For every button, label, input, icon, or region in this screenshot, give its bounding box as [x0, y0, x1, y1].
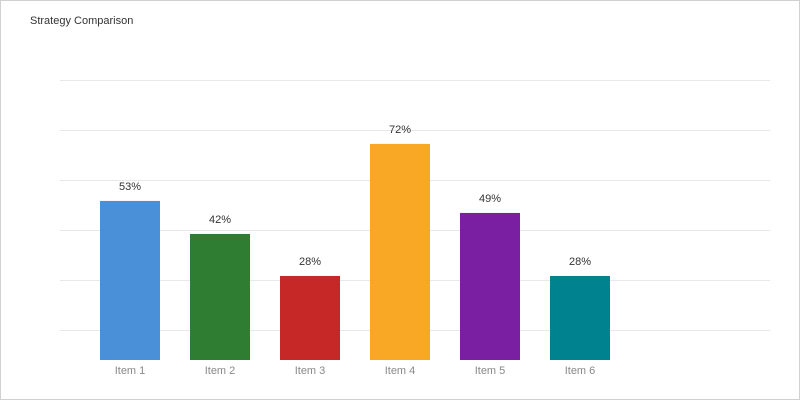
- value-label: 49%: [479, 193, 501, 205]
- chart-title: Strategy Comparison: [30, 15, 133, 27]
- x-tick-label: Item 2: [205, 365, 236, 377]
- x-tick-label: Item 5: [475, 365, 506, 377]
- x-tick-label: Item 1: [115, 365, 146, 377]
- x-tick-label: Item 3: [295, 365, 326, 377]
- x-tick-label: Item 6: [565, 365, 596, 377]
- value-label: 42%: [209, 214, 231, 226]
- value-label: 72%: [389, 124, 411, 136]
- value-label: 53%: [119, 181, 141, 193]
- x-tick-label: Item 4: [385, 365, 416, 377]
- bar: [190, 233, 250, 360]
- bar: [550, 275, 610, 360]
- bar: [280, 275, 340, 360]
- bar: [460, 212, 520, 360]
- value-label: 28%: [299, 256, 321, 268]
- bar: [100, 200, 160, 360]
- value-label: 28%: [569, 256, 591, 268]
- bar: [370, 143, 430, 360]
